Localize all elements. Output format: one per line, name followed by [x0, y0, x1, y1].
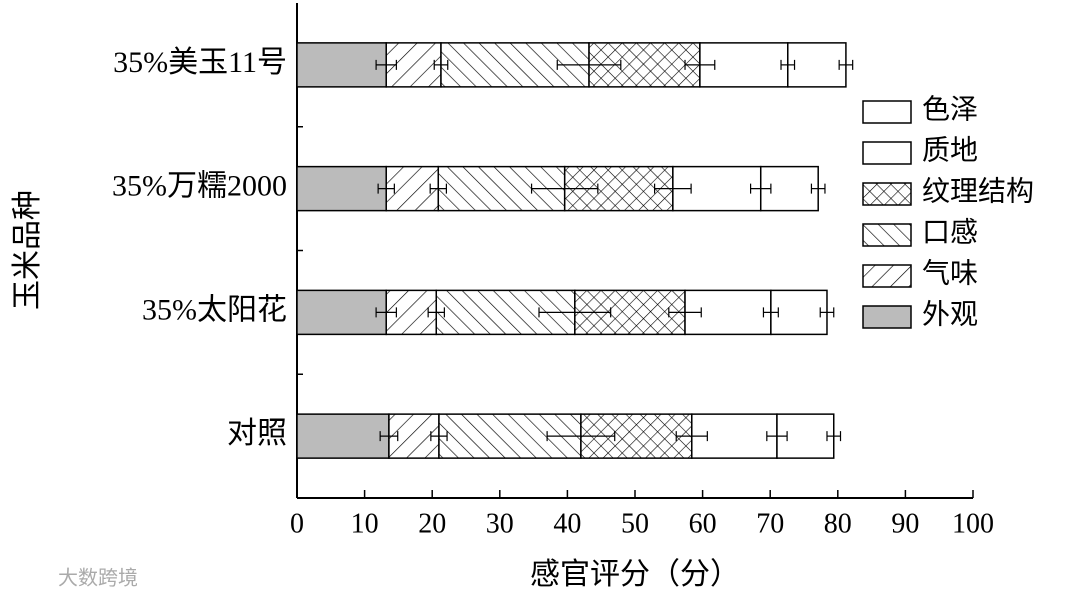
legend-swatch	[862, 223, 912, 247]
y-axis-label: 玉米品种	[11, 190, 44, 310]
x-tick-label: 60	[689, 508, 717, 539]
legend-swatch	[862, 264, 912, 288]
error-bar	[430, 431, 448, 442]
error-bar	[826, 431, 842, 442]
error-bar	[668, 307, 702, 318]
error-bar	[766, 431, 788, 442]
error-bar	[530, 183, 599, 194]
bar-segment	[787, 42, 847, 88]
y-tick-label: 35%太阳花	[142, 293, 287, 326]
legend-label: 口感	[922, 216, 978, 248]
x-tick-label: 30	[486, 508, 514, 539]
legend-label: 外观	[922, 298, 978, 330]
x-tick-label: 10	[351, 508, 379, 539]
x-tick-label: 70	[756, 508, 784, 539]
legend-label: 色泽	[922, 93, 978, 125]
legend-swatch	[862, 100, 912, 124]
watermark: 大数跨境	[58, 567, 138, 590]
error-bar	[379, 431, 399, 442]
error-bar	[684, 59, 716, 70]
error-bar	[838, 59, 854, 70]
x-tick-label: 90	[891, 508, 919, 539]
error-bar	[546, 431, 616, 442]
error-bar	[429, 183, 447, 194]
bar-segment	[770, 289, 828, 336]
bar-segment	[296, 165, 387, 212]
error-bar	[538, 307, 612, 318]
error-bar	[377, 183, 395, 194]
x-tick-label: 50	[621, 508, 649, 539]
x-tick-label: 40	[553, 508, 581, 539]
y-tick-label: 35%万糯2000	[112, 170, 287, 203]
bar-segment	[296, 42, 387, 88]
x-tick-label: 0	[290, 508, 304, 539]
error-bar	[433, 59, 449, 70]
error-bar	[375, 307, 397, 318]
legend-swatch	[862, 305, 912, 329]
error-bar	[375, 59, 397, 70]
legend-swatch	[862, 141, 912, 165]
error-bar	[780, 59, 796, 70]
error-bar	[556, 59, 622, 70]
error-bar	[819, 307, 835, 318]
x-tick-label: 80	[824, 508, 852, 539]
error-bar	[762, 307, 779, 318]
y-tick-label: 对照	[227, 417, 287, 450]
error-bar	[810, 183, 826, 194]
x-axis-label: 感官评分（分）	[530, 558, 740, 591]
legend-label: 纹理结构	[922, 175, 1034, 207]
legend-label: 气味	[922, 257, 978, 289]
error-bar	[427, 307, 445, 318]
error-bar	[749, 183, 772, 194]
error-bar	[675, 431, 708, 442]
legend-label: 质地	[922, 134, 978, 166]
bar-segment	[296, 289, 387, 336]
x-tick-label: 20	[418, 508, 446, 539]
y-tick-label: 35%美玉11号	[113, 46, 287, 79]
legend-swatch	[862, 182, 912, 206]
x-tick-label: 100	[952, 508, 994, 539]
error-bar	[654, 183, 692, 194]
bar-segment	[296, 413, 390, 459]
